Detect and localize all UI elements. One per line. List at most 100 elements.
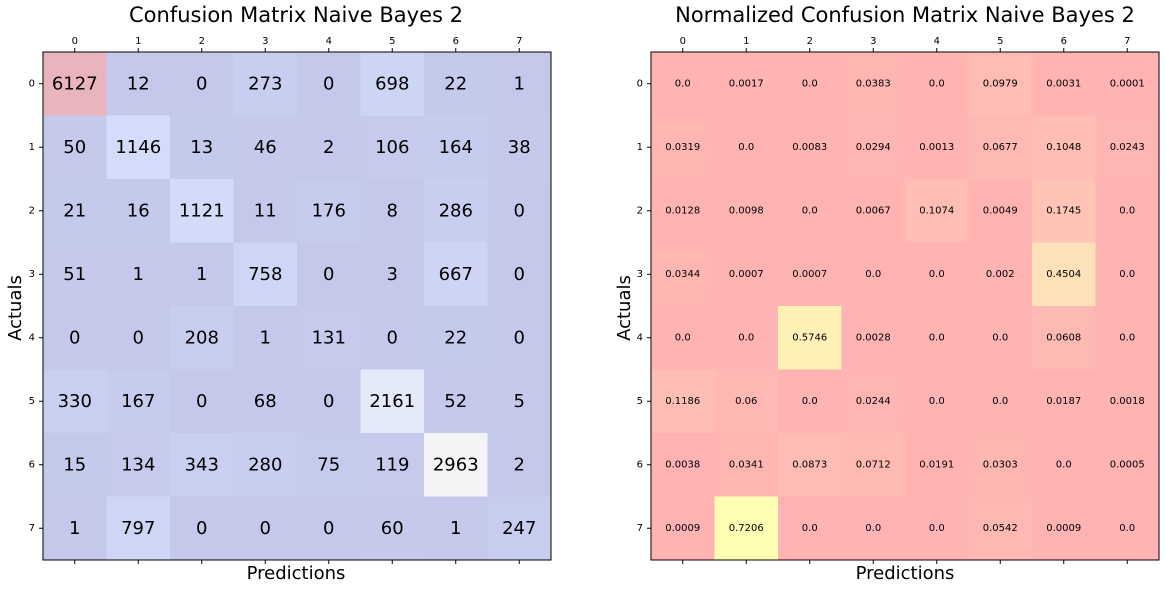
x-tick-label: 0 (72, 36, 78, 47)
y-tick-label: 1 (29, 142, 35, 153)
cell-labels: 0.0 0.0017 0.0 0.0383 0.0 0.0979 0.0031 0.0001 0… (665, 78, 1145, 534)
cell-value-label: 119 (375, 454, 409, 475)
heatmap-cell (841, 115, 906, 180)
cell-value-label: 0.0 (1119, 332, 1135, 343)
heatmap-cell (841, 179, 906, 243)
cell-value-label: 0.0542 (983, 523, 1018, 534)
cell-value-label: 0.0009 (1046, 523, 1081, 534)
heatmap-cell (424, 369, 488, 434)
heatmap-cell (968, 179, 1033, 243)
cell-value-label: 1 (69, 518, 80, 539)
heatmap-cell (424, 52, 488, 116)
cell-value-label: 0.0 (992, 332, 1008, 343)
cell-value-label: 0 (323, 518, 334, 539)
y-ticks: 0 1 2 3 4 5 6 7 (637, 78, 651, 534)
heatmap-cell (106, 115, 171, 180)
cell-value-label: 0.0187 (1046, 396, 1081, 407)
cell-value-label: 0 (196, 391, 207, 412)
heatmap-cell (233, 242, 298, 307)
cell-value-label: 0.0303 (983, 459, 1018, 470)
cell-value-label: 0 (196, 73, 207, 94)
cell-value-label: 0 (69, 327, 80, 348)
plot-frame (650, 51, 1160, 561)
heatmap-cell (43, 369, 107, 434)
y-tick-label: 7 (637, 523, 643, 534)
heatmap-cell (778, 52, 842, 116)
cell-value-label: 0 (387, 327, 398, 348)
heatmap-cell (1032, 115, 1096, 180)
cell-value-label: 0.0007 (792, 269, 827, 280)
cell-value-label: 0.0 (929, 396, 945, 407)
heatmap-cell (106, 433, 171, 497)
heatmap-cell (233, 52, 298, 116)
heatmap-cell (233, 433, 298, 497)
cell-value-label: 106 (375, 137, 409, 158)
heatmap-cell (714, 306, 779, 370)
y-tick-label: 5 (637, 396, 643, 407)
heatmap-cell (1095, 52, 1160, 116)
heatmap-cell (968, 369, 1033, 434)
x-tick-label: 2 (199, 36, 205, 47)
x-tick-label: 5 (389, 36, 395, 47)
heatmap-cell (651, 369, 715, 434)
cell-value-label: 0 (514, 327, 525, 348)
cell-value-label: 0 (133, 327, 144, 348)
cell-value-label: 0.0 (929, 269, 945, 280)
heatmap-cell (424, 496, 488, 561)
cell-value-label: 0.0007 (729, 269, 764, 280)
x-tick-label: 1 (135, 36, 141, 47)
cell-value-label: 75 (317, 454, 340, 475)
cell-value-label: 5 (514, 391, 525, 412)
cell-value-label: 1 (260, 327, 271, 348)
cell-value-label: 0.0028 (856, 332, 891, 343)
heatmap-cell (170, 496, 234, 561)
heatmap-cell (1032, 179, 1096, 243)
cell-value-label: 0 (323, 73, 334, 94)
heatmap-cell (1032, 306, 1096, 370)
heatmap-cell (487, 52, 552, 116)
heatmap-cell (968, 306, 1033, 370)
heatmap-cell (651, 242, 715, 307)
heatmap-cell (170, 306, 234, 370)
heatmap-cell (43, 242, 107, 307)
cell-value-label: 3 (387, 264, 398, 285)
heatmap-cell (106, 179, 171, 243)
cell-value-label: 164 (439, 137, 473, 158)
cell-value-label: 0.002 (986, 269, 1015, 280)
y-axis-label: Actuals (614, 275, 635, 341)
x-tick-label: 6 (1061, 36, 1067, 47)
cell-value-label: 8 (387, 200, 398, 221)
heatmap-cell (1095, 179, 1160, 243)
heatmap-cell (297, 242, 361, 307)
heatmap-cell (1032, 242, 1096, 307)
cell-value-label: 1 (196, 264, 207, 285)
heatmap-cell (487, 179, 552, 243)
heatmap-cell (905, 306, 969, 370)
heatmap-cell (714, 433, 779, 497)
cell-value-label: 280 (248, 454, 282, 475)
heatmap-cell (778, 496, 842, 561)
y-tick-label: 7 (29, 523, 35, 534)
heatmap-cell (1095, 306, 1160, 370)
cell-value-label: 0.0049 (983, 205, 1018, 216)
heatmap-cell (297, 369, 361, 434)
heatmap-cell (968, 242, 1033, 307)
cell-value-label: 247 (502, 518, 536, 539)
cell-value-label: 0 (323, 391, 334, 412)
cell-value-label: 0.0979 (983, 78, 1018, 89)
heatmap-cell (1032, 433, 1096, 497)
heatmap-cell (106, 242, 171, 307)
cell-value-label: 0.0 (738, 332, 754, 343)
cell-value-label: 0 (514, 264, 525, 285)
cell-value-label: 0.0383 (856, 78, 891, 89)
cell-value-label: 1 (450, 518, 461, 539)
cell-value-label: 52 (444, 391, 467, 412)
cell-value-label: 21 (63, 200, 86, 221)
cell-value-label: 167 (121, 391, 155, 412)
heatmap-cell (233, 369, 298, 434)
cell-value-label: 1121 (179, 200, 225, 221)
cell-value-label: 0.0608 (1046, 332, 1081, 343)
cell-value-label: 0.0001 (1110, 78, 1145, 89)
heatmap-cell (297, 115, 361, 180)
